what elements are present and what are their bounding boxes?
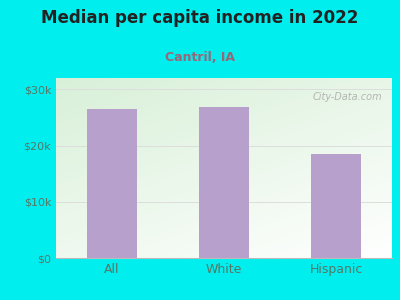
Text: Cantril, IA: Cantril, IA <box>165 51 235 64</box>
Bar <box>311 154 361 258</box>
Text: Median per capita income in 2022: Median per capita income in 2022 <box>41 9 359 27</box>
Bar <box>199 107 249 258</box>
Bar <box>87 109 137 258</box>
Text: City-Data.com: City-Data.com <box>312 92 382 102</box>
